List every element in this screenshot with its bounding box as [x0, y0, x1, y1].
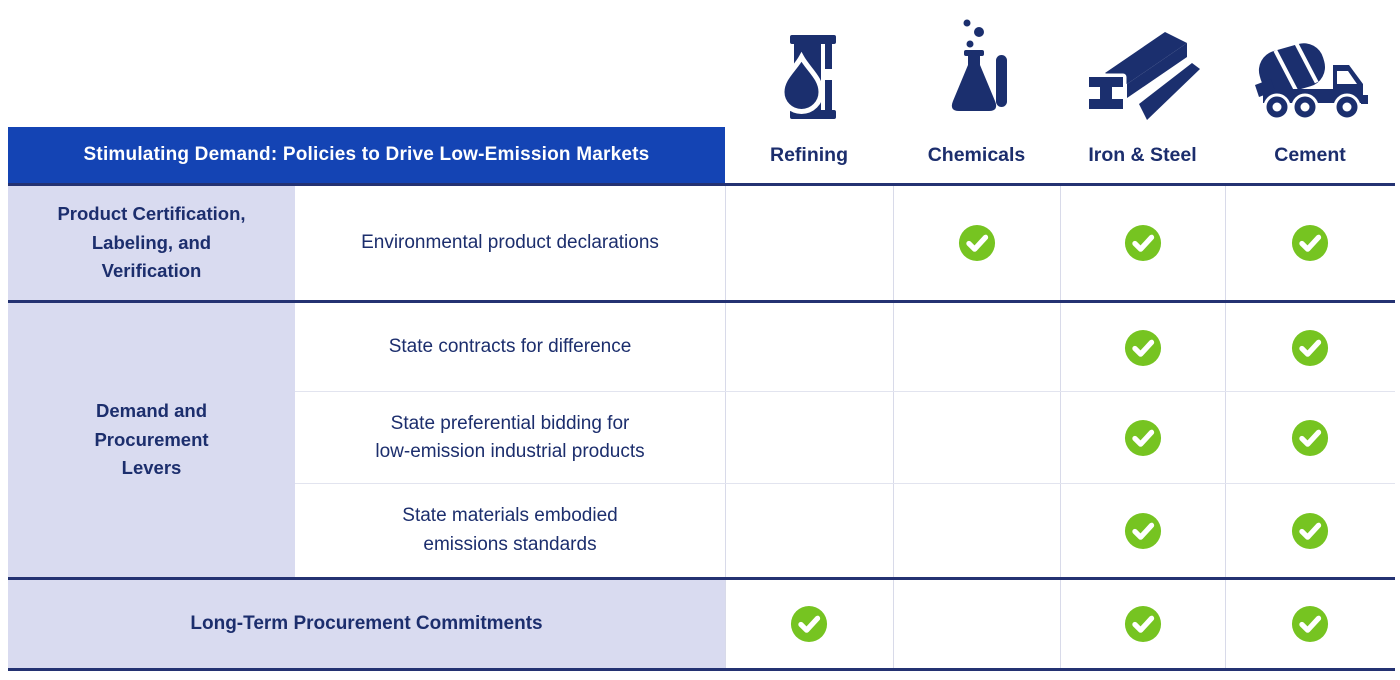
check-cell-cfd-chemicals [893, 303, 1060, 392]
table-title-bar: Stimulating Demand: Policies to Drive Lo… [8, 127, 725, 183]
check-cell-bid-chemicals [893, 392, 1060, 484]
column-icon-chemicals [893, 14, 1060, 126]
policy-cell-state-contracts-for-difference: State contracts for difference [388, 336, 632, 358]
check-icon [1124, 329, 1162, 367]
section-rule [8, 300, 1395, 303]
check-icon [1291, 605, 1329, 643]
check-icon [1291, 329, 1329, 367]
category-cell-long-term-procurement: Long-Term Procurement Commitments [8, 580, 725, 668]
check-cell-emb-cement [1225, 484, 1395, 577]
category-cell-product-certification: Product Certification, Labeling, and Ver… [8, 186, 295, 300]
check-cell-emb-refining [725, 484, 893, 577]
check-cell-cfd-iron-steel [1060, 303, 1225, 392]
check-icon [958, 224, 996, 262]
check-cell-epd-chemicals [893, 186, 1060, 300]
table-title: Stimulating Demand: Policies to Drive Lo… [83, 144, 650, 165]
column-icon-refining [725, 14, 893, 126]
grid-line-vertical [725, 184, 726, 668]
check-cell-emb-iron-steel [1060, 484, 1225, 577]
check-cell-epd-refining [725, 186, 893, 300]
check-cell-epd-cement [1225, 186, 1395, 300]
check-cell-ltp-iron-steel [1060, 580, 1225, 668]
check-row-contracts-difference [725, 303, 1395, 392]
policy-cell-state-materials-embodied-emissions: State materials embodied emissions stand… [402, 505, 618, 555]
check-cell-cfd-cement [1225, 303, 1395, 392]
check-row-epd [725, 186, 1395, 300]
check-cell-epd-iron-steel [1060, 186, 1225, 300]
column-icon-iron-steel [1060, 14, 1225, 126]
chemistry-flask-icon [938, 17, 1016, 126]
check-icon [1291, 419, 1329, 457]
check-cell-bid-refining [725, 392, 893, 484]
check-cell-bid-iron-steel [1060, 392, 1225, 484]
check-cell-emb-chemicals [893, 484, 1060, 577]
steel-beams-icon [1077, 27, 1209, 126]
check-cell-cfd-refining [725, 303, 893, 392]
section-rule [8, 577, 1395, 580]
grid-line-vertical [1225, 184, 1226, 668]
cement-mixer-truck-icon [1247, 33, 1373, 126]
section-rule [8, 668, 1395, 671]
column-header-cement: Cement [1274, 143, 1346, 166]
section-rule [8, 183, 1395, 186]
category-cell-demand-procurement: Demand and Procurement Levers [8, 303, 295, 577]
check-cell-bid-cement [1225, 392, 1395, 484]
grid-line-vertical [893, 184, 894, 668]
column-header-iron-steel: Iron & Steel [1088, 143, 1197, 166]
check-cell-ltp-cement [1225, 580, 1395, 668]
check-icon [1291, 224, 1329, 262]
policy-cell-state-preferential-bidding: State preferential bidding for low-emiss… [375, 412, 645, 463]
check-icon [790, 605, 828, 643]
check-row-embodied-emissions [725, 484, 1395, 577]
check-icon [1124, 224, 1162, 262]
check-icon [1124, 605, 1162, 643]
check-row-preferential-bidding [725, 392, 1395, 484]
check-icon [1124, 419, 1162, 457]
column-header-chemicals: Chemicals [927, 143, 1026, 166]
row-divider [295, 391, 1395, 392]
check-row-long-term-procurement [725, 580, 1395, 668]
column-header-refining: Refining [770, 143, 848, 166]
check-cell-ltp-refining [725, 580, 893, 668]
check-icon [1124, 512, 1162, 550]
check-cell-ltp-chemicals [893, 580, 1060, 668]
oil-barrel-icon [776, 33, 842, 126]
column-icon-cement [1225, 14, 1395, 126]
policy-cell-environmental-product-declarations: Environmental product declarations [361, 231, 659, 253]
check-icon [1291, 512, 1329, 550]
grid-line-vertical [1060, 184, 1061, 668]
row-divider [295, 483, 1395, 484]
